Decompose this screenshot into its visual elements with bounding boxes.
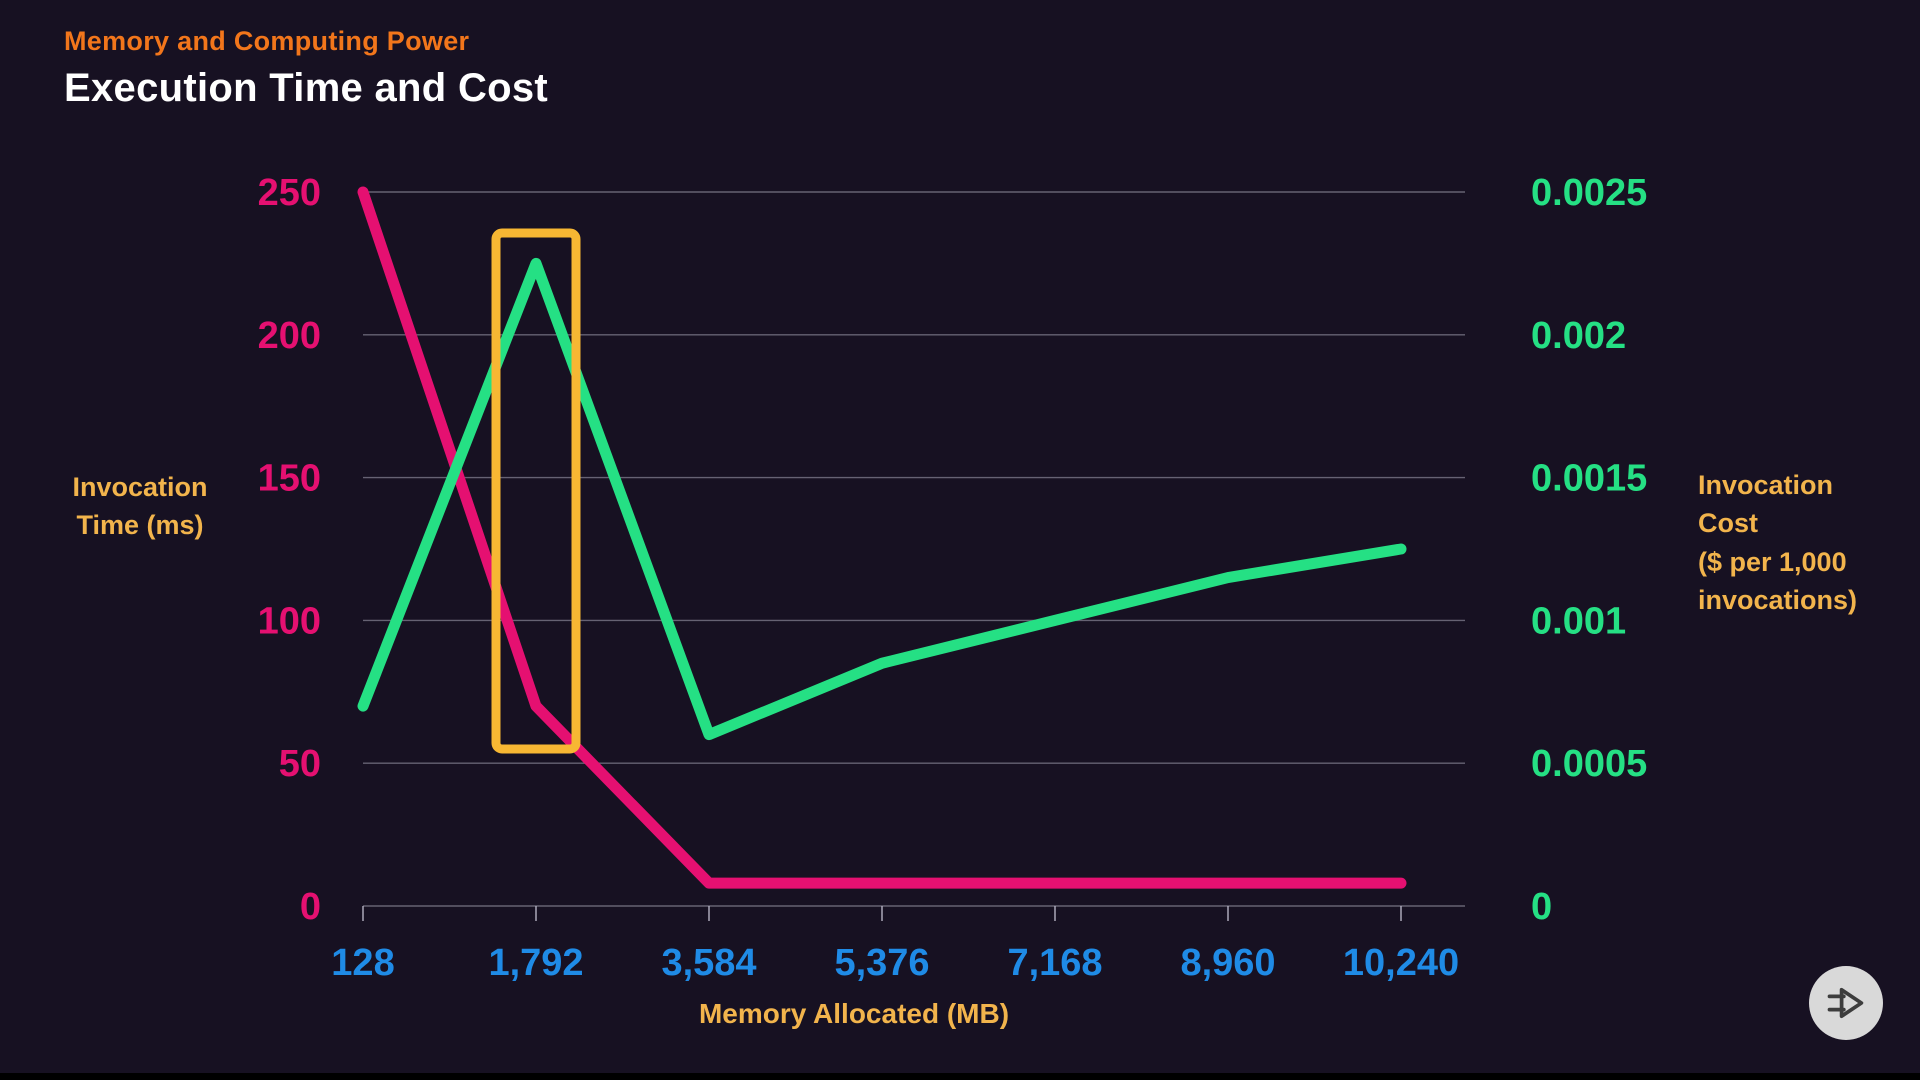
right-tick-label: 0.0025 [1531,172,1647,214]
left-tick-label: 50 [279,743,321,785]
right-tick-label: 0.0005 [1531,743,1647,785]
left-tick-label: 250 [258,172,321,214]
series-invocation-time [357,186,1407,889]
play-forward-icon [1827,987,1864,1019]
x-tick-label: 7,168 [1007,942,1102,984]
right-tick-label: 0.001 [1531,600,1626,642]
x-axis-title: Memory Allocated (MB) [698,998,1010,1029]
x-tick-label: 128 [331,942,394,984]
highlight-box [491,228,581,754]
right-axis-title: Invocation Cost ($ per 1,000 invocations… [1698,470,1858,615]
x-tick-label: 3,584 [661,942,756,984]
next-button[interactable] [1809,966,1883,1040]
x-tick-label: 10,240 [1343,942,1459,984]
left-tick-label: 200 [258,315,321,357]
page-title: Execution Time and Cost [64,66,549,110]
left-tick-label: 0 [300,886,321,928]
left-axis-title: Invocation Time (ms) [72,472,208,541]
eyebrow: Memory and Computing Power [64,26,470,56]
x-tick-label: 8,960 [1180,942,1275,984]
left-tick-label: 100 [258,600,321,642]
right-tick-label: 0 [1531,886,1552,928]
x-tick-label: 5,376 [834,942,929,984]
right-tick-label: 0.0015 [1531,458,1647,500]
left-tick-label: 150 [258,458,321,500]
series-invocation-cost [357,257,1407,741]
bottom-letterbox [0,1073,1920,1080]
right-tick-label: 0.002 [1531,315,1626,357]
x-tick-label: 1,792 [488,942,583,984]
